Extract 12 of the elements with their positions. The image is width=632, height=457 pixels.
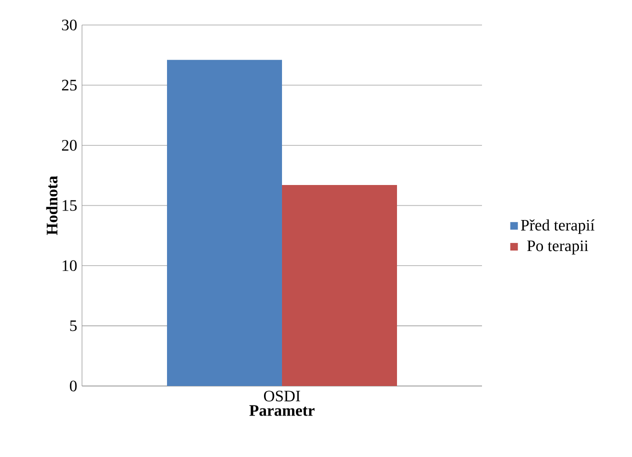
legend-label: Po terapii <box>527 240 588 254</box>
y-tick-label: 30 <box>62 20 77 30</box>
y-tick-label: 0 <box>70 380 77 392</box>
y-tick-label: 25 <box>62 80 77 91</box>
y-tick-label: 10 <box>62 260 77 272</box>
y-axis-title: Hodnota <box>46 176 58 236</box>
legend-label: Před terapií <box>520 219 595 234</box>
y-tick-label: 15 <box>62 200 77 211</box>
y-tick-label: 20 <box>62 140 77 151</box>
y-tick-label: 5 <box>70 320 77 332</box>
x-tick-label: OSDI <box>264 390 300 402</box>
x-axis-title: Parametr <box>249 405 315 416</box>
